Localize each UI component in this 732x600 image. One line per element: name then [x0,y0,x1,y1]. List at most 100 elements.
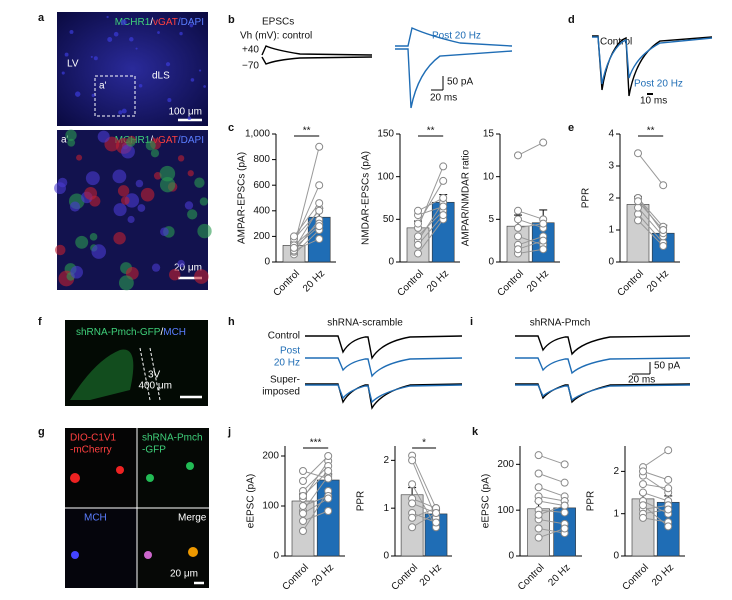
pair-line [293,146,320,247]
y-tick-label: 0 [388,257,394,268]
pair-line [411,498,437,509]
pair-line [302,455,329,482]
scale-label: 20 ms [430,93,457,104]
stain-label: Merge [178,513,207,524]
pair-line [637,152,664,186]
pair-line [417,201,444,241]
pair-line [302,498,329,514]
cell [54,182,66,195]
y-tick-label: 1 [613,508,619,519]
y-tick-label: 1 [383,503,389,514]
data-point [299,527,307,535]
cell [184,201,194,210]
pair-line [642,492,669,502]
scale-label: 50 pA [654,361,680,372]
cell [91,244,107,259]
data-point [408,523,417,532]
data-point [408,480,417,489]
cell [187,170,194,177]
x-tick-label: Control [271,268,302,299]
significance-label: * [422,438,426,449]
data-point [639,480,647,489]
cell [106,15,109,19]
x-tick-label: Control [495,268,526,299]
data-point [408,456,417,465]
cell [67,138,76,147]
x-tick-label: Control [620,562,651,593]
data-point [299,502,307,510]
data-point [659,242,668,250]
trace [305,384,463,404]
y-axis-label: NMDAR-EPSCs (pA) [361,151,372,245]
pair-line [293,229,320,255]
cell [135,179,144,188]
x-tick-label: 20 Hz [645,268,671,294]
cell [97,130,110,143]
pair-line [411,512,437,528]
pair-line [417,210,444,237]
y-tick-label: 200 [497,459,514,470]
x-tick-label: 20 Hz [650,562,676,588]
cell [120,144,135,159]
pair-line [642,508,669,515]
y-axis-label: PPR [356,491,367,512]
y-tick-label: 50 [383,214,395,225]
cell [194,269,209,284]
pair-line [417,214,444,246]
panel-letter: d [568,14,575,26]
cell [157,31,160,34]
y-tick-label: 0 [608,257,614,268]
cell [138,83,143,88]
cell [187,209,198,220]
data-point [439,211,448,220]
cell [117,185,130,197]
y-tick-label: 5 [488,214,494,225]
y-axis-label: PPR [586,491,597,512]
stain-label: shRNA-Pmch-GFP/MCH [76,327,186,338]
cell [188,547,198,557]
data-point [534,451,543,460]
data-point [514,151,522,160]
data-point [414,232,422,241]
cell [75,91,81,97]
pair-line [417,206,444,216]
pair-line [293,210,320,240]
data-point [324,507,333,515]
pair-line [302,465,329,492]
pair-line [642,470,669,481]
row-label: Post [280,346,300,357]
data-point [290,243,298,252]
significance-label: ** [427,126,435,137]
x-tick-label: 20 Hz [425,268,451,294]
data-point [408,513,417,522]
stain-label: MCHR1/vGAT/DAPI [115,17,204,28]
region-label: dLS [152,71,170,82]
pair-line [637,213,664,244]
y-tick-label: 100 [262,501,279,512]
data-point [439,194,448,202]
micrograph [57,12,208,126]
data-point [560,501,569,510]
pair-line [411,484,437,528]
cell [189,23,194,28]
data-point [439,162,448,171]
data-point [539,219,548,228]
cell [121,108,127,114]
y-tick-label: 0 [508,551,514,562]
micrograph [65,508,137,588]
pair-line [538,505,565,516]
cell [84,186,98,200]
y-tick-label: 1,000 [245,129,270,140]
cell [150,149,160,158]
data-point [534,524,543,533]
scale-label: 10 ms [640,96,667,107]
ventricle-outline [139,347,161,401]
cell [118,275,134,291]
data-point [664,522,673,531]
y-tick-label: 2 [383,455,389,466]
data-point [560,524,569,533]
x-tick-label: Control [516,562,547,593]
micrograph [65,428,137,508]
cell [186,462,194,470]
data-point [414,240,422,249]
